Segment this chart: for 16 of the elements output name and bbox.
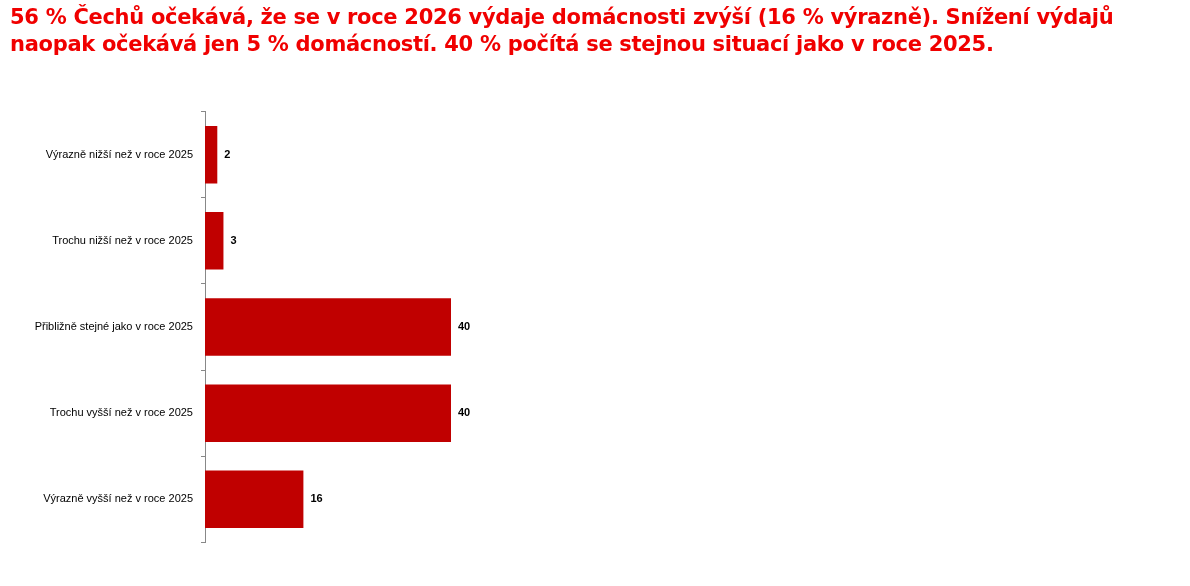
bar xyxy=(205,212,224,270)
y-tick-label: Výrazně nižší než v roce 2025 xyxy=(45,147,193,160)
bar xyxy=(205,125,218,184)
data-label: 16 xyxy=(310,492,323,505)
bar xyxy=(205,298,451,356)
y-tick-label: Výrazně vyšší než v roce 2025 xyxy=(43,492,193,505)
data-label: 40 xyxy=(458,406,471,419)
data-label: 2 xyxy=(224,147,231,160)
y-tick-label: Trochu vyšší než v roce 2025 xyxy=(49,406,193,419)
text: 56 % Čechů očekává, že se v roce 2026 výdaje domácnosti zvýší (16 % výrazně). Snížení výdajů naopak očekává jen 5 % domácností. 40 % počítá se stejnou situací jako v roce 2025. xyxy=(10,4,1115,58)
data-label: 40 xyxy=(458,320,471,333)
data-label: 3 xyxy=(230,233,237,246)
bar xyxy=(205,384,451,442)
y-tick-label: Trochu nižší než v roce 2025 xyxy=(52,233,193,246)
bar xyxy=(205,470,304,529)
y-tick-label: Přibližně stejné jako v roce 2025 xyxy=(34,320,193,333)
